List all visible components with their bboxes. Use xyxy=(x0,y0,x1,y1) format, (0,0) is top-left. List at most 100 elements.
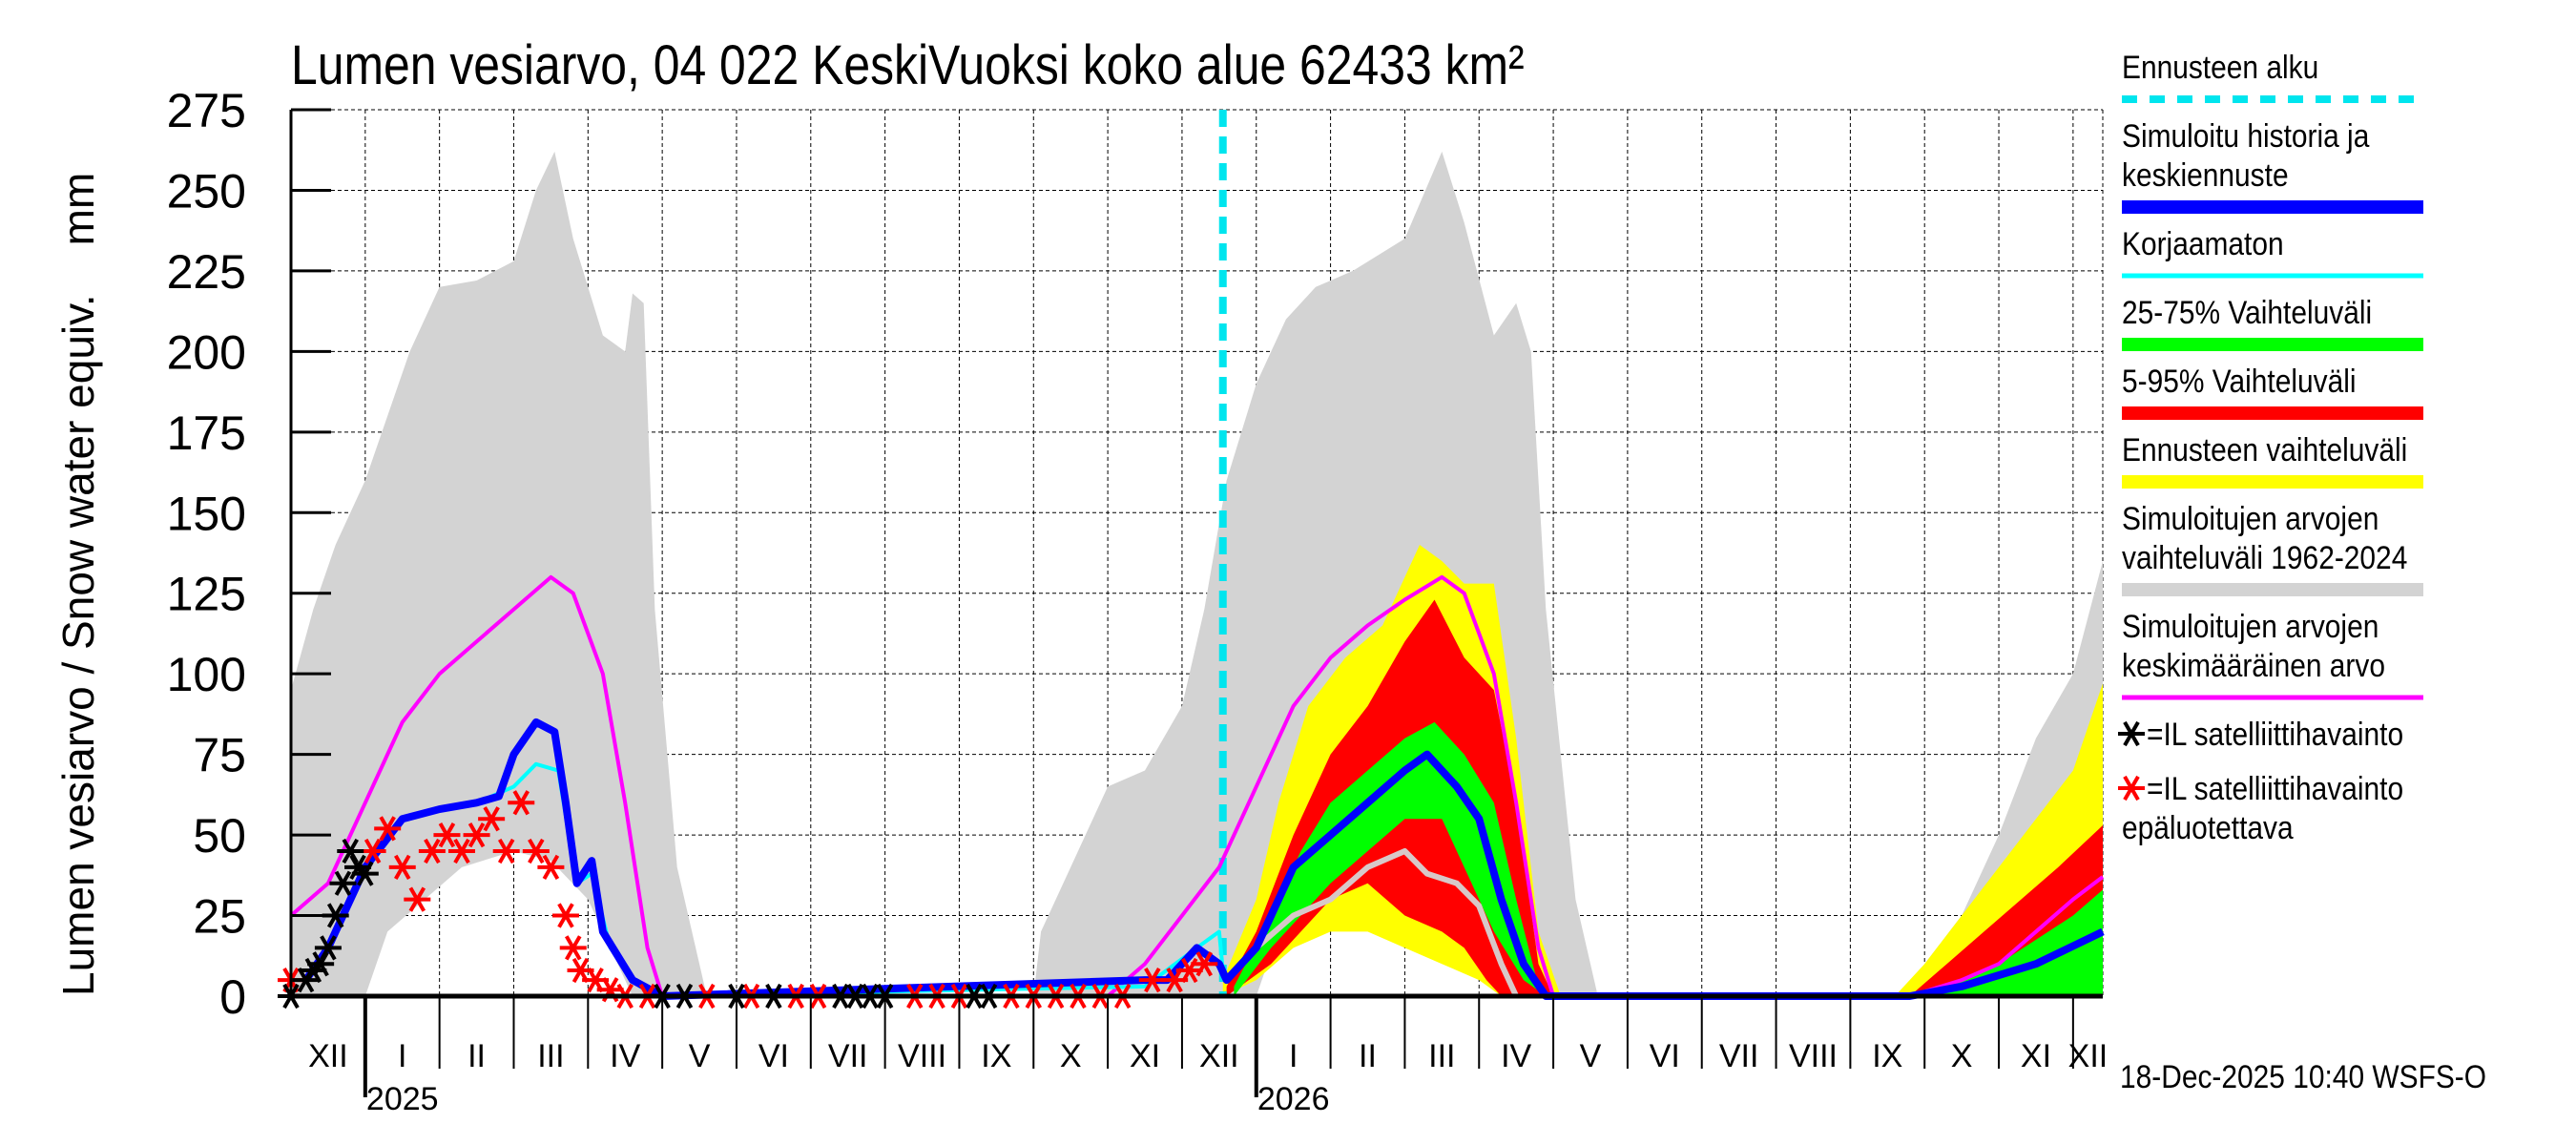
observation-point-unreliable xyxy=(418,838,446,864)
observation-point-unreliable xyxy=(448,838,476,864)
x-month-label: IV xyxy=(1501,1038,1531,1074)
observation-point-unreliable xyxy=(492,838,520,864)
band-simuloitujen-arvojen-vaihteluv-li-1962-2024 xyxy=(291,151,2103,996)
legend-star-icon xyxy=(2118,775,2145,802)
x-month-label: VI xyxy=(1650,1038,1680,1074)
observation-point-unreliable xyxy=(463,822,490,848)
timestamp: 18-Dec-2025 10:40 WSFS-O xyxy=(2120,1058,2486,1094)
star-stroke xyxy=(483,806,500,832)
x-month-label: II xyxy=(467,1038,486,1074)
observation-point-unreliable xyxy=(374,816,402,842)
x-month-label: I xyxy=(398,1038,406,1074)
observation-point-reliable xyxy=(314,935,342,961)
y-tick-label: 225 xyxy=(167,245,246,299)
legend-label: 25-75% Vaihteluväli xyxy=(2122,294,2372,330)
band-5-95-vaihteluv-li xyxy=(1226,599,2103,996)
x-month-label: XI xyxy=(1130,1038,1160,1074)
star-stroke xyxy=(364,838,382,864)
x-month-label: II xyxy=(1359,1038,1377,1074)
y-tick-label: 275 xyxy=(167,84,246,137)
observation-point-unreliable xyxy=(404,886,431,912)
x-month-label: V xyxy=(1580,1038,1602,1074)
star-stroke xyxy=(587,967,604,993)
legend-label: =IL satelliittihavainto xyxy=(2147,716,2403,752)
observation-point-reliable xyxy=(351,861,379,886)
legend-label: =IL satelliittihavainto xyxy=(2147,770,2403,806)
star-stroke xyxy=(1195,951,1214,977)
x-month-label: XII xyxy=(2068,1038,2109,1074)
x-month-label: III xyxy=(537,1038,564,1074)
legend-item: Ennusteen alku xyxy=(2122,49,2423,103)
observation-point-unreliable xyxy=(537,854,565,880)
series-line xyxy=(302,718,2105,1000)
observation-point-unreliable xyxy=(1138,967,1166,993)
x-month-label: X xyxy=(1060,1038,1082,1074)
observation-point-unreliable xyxy=(522,838,550,864)
star-stroke xyxy=(565,935,582,961)
y-tick-label: 200 xyxy=(167,325,246,379)
star-stroke xyxy=(528,838,545,864)
star-stroke xyxy=(1144,967,1161,993)
star-stroke xyxy=(326,903,344,928)
star-stroke xyxy=(497,838,515,864)
star-stroke xyxy=(320,935,337,961)
legend-label: epäluotettava xyxy=(2122,809,2294,845)
x-month-label: I xyxy=(1289,1038,1298,1074)
x-year-label: 2025 xyxy=(366,1081,439,1117)
legend-item: Ennusteen vaihteluväli xyxy=(2122,431,2423,489)
star-stroke xyxy=(2123,775,2140,802)
y-tick-label: 0 xyxy=(219,970,246,1024)
legend-label: Simuloitu historia ja xyxy=(2122,117,2370,154)
x-month-label: XII xyxy=(308,1038,348,1074)
star-stroke xyxy=(379,816,396,842)
x-month-label: XI xyxy=(2021,1038,2051,1074)
legend-item: 25-75% Vaihteluväli xyxy=(2122,294,2423,351)
y-tick-label: 125 xyxy=(167,568,246,621)
bands xyxy=(291,151,2103,996)
legend-label: Simuloitujen arvojen xyxy=(2122,500,2379,536)
legend-label: Korjaamaton xyxy=(2122,225,2284,261)
x-month-label: VII xyxy=(828,1038,868,1074)
star-stroke xyxy=(512,790,530,816)
y-tick-label: 150 xyxy=(167,487,246,540)
y-tick-label: 50 xyxy=(193,809,246,863)
x-month-label: V xyxy=(689,1038,711,1074)
observation-point-unreliable xyxy=(478,806,506,832)
legend-label: vaihteluväli 1962-2024 xyxy=(2122,539,2407,575)
star-stroke xyxy=(2123,720,2140,747)
y-tick-label: 175 xyxy=(167,406,246,460)
star-stroke xyxy=(571,957,590,984)
band-25-75-vaihteluv-li xyxy=(1234,721,2103,996)
observation-point-unreliable xyxy=(551,903,579,928)
observation-point-unreliable xyxy=(433,822,461,848)
y-tick-label: 25 xyxy=(193,890,246,944)
x-month-label: IV xyxy=(610,1038,640,1074)
star-stroke xyxy=(357,861,374,886)
observation-point-unreliable xyxy=(559,935,587,961)
star-stroke xyxy=(453,838,470,864)
x-month-label: VIII xyxy=(898,1038,946,1074)
grid xyxy=(291,109,2104,996)
observation-point-unreliable xyxy=(388,854,416,880)
star-stroke xyxy=(467,822,486,848)
legend-label: Ennusteen alku xyxy=(2122,49,2318,85)
y-tick-label: 100 xyxy=(167,648,246,701)
y-axis-label: Lumen vesiarvo / Snow water equiv. mm xyxy=(53,173,103,996)
observation-point-unreliable xyxy=(1191,951,1218,977)
observation-point-reliable xyxy=(329,870,357,896)
x-month-label: VII xyxy=(1719,1038,1759,1074)
series-line xyxy=(1224,847,1519,998)
legend-label: Ennusteen vaihteluväli xyxy=(2122,431,2407,468)
star-stroke xyxy=(542,854,560,880)
legend-label: 5-95% Vaihteluväli xyxy=(2122,363,2357,399)
observation-point-unreliable xyxy=(508,790,535,816)
legend-label: keskimääräinen arvo xyxy=(2122,647,2385,683)
x-month-label: X xyxy=(1951,1038,1973,1074)
y-tick-label: 75 xyxy=(193,729,246,782)
star-stroke xyxy=(424,838,441,864)
